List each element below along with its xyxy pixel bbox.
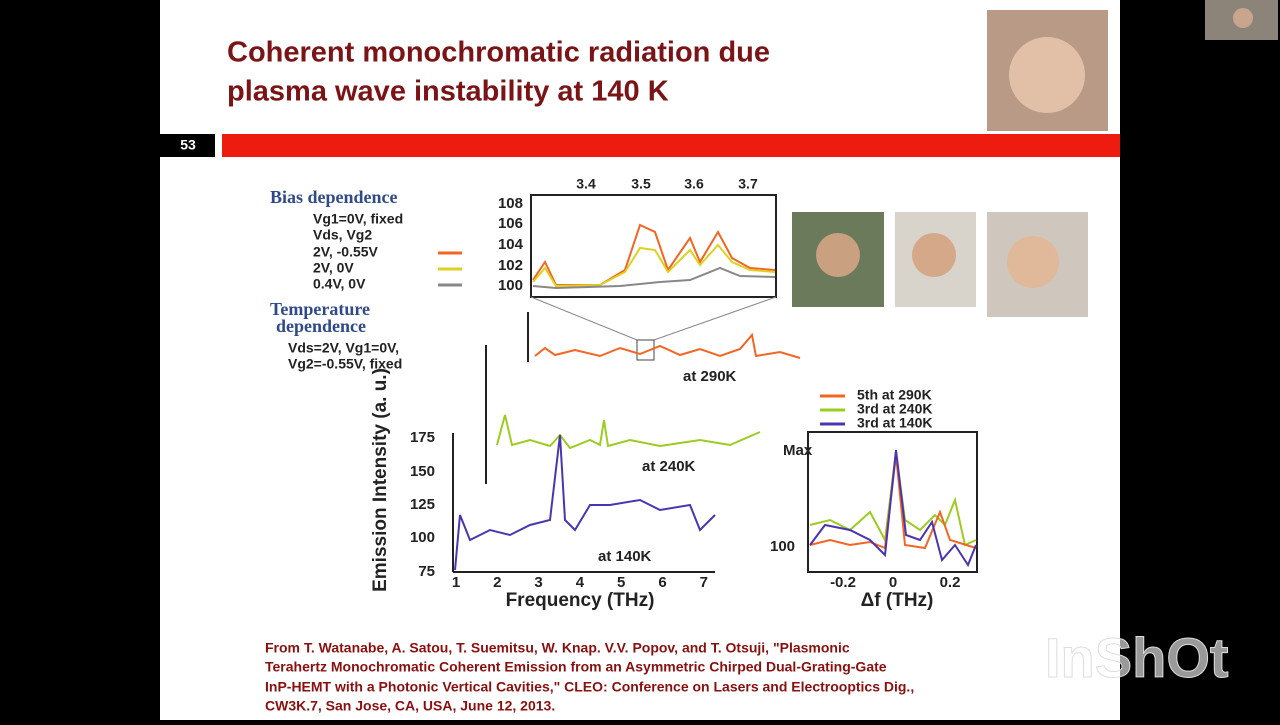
tick-label: 100 — [410, 529, 435, 546]
legend-label: 0.4V, 0V — [313, 276, 366, 292]
tick-label: 102 — [498, 257, 523, 274]
photo-face — [912, 233, 956, 277]
tick-label: 4 — [576, 574, 585, 591]
tick-label: 0 — [889, 574, 897, 591]
legend-label: 3rd at 140K — [857, 415, 932, 431]
label: Vds, Vg2 — [313, 227, 372, 243]
zoom-line — [653, 296, 777, 341]
citation: InP-HEMT with a Photonic Vertical Caviti… — [265, 679, 914, 695]
slide-number-box — [160, 134, 215, 157]
tick-label: 5 — [617, 574, 625, 591]
photo-face — [816, 233, 860, 277]
tick-label: 75 — [418, 563, 435, 580]
heading: Bias dependence — [270, 187, 398, 207]
heading: dependence — [276, 316, 366, 336]
panel-label: at 140K — [598, 548, 652, 565]
panel-label: at 240K — [642, 458, 696, 475]
tick-label: 0.2 — [940, 574, 961, 591]
plot-frame — [807, 431, 978, 573]
curve — [532, 266, 776, 290]
heading: Temperature — [270, 299, 370, 319]
watermark: InShOt — [1045, 626, 1229, 689]
tick-label: 3.5 — [631, 176, 651, 192]
title: plasma wave instability at 140 K — [227, 76, 669, 108]
tick-label: 6 — [658, 574, 666, 591]
inset-top-ticks: 3.4 3.5 3.6 3.7 — [576, 176, 758, 192]
tick-label: 3.6 — [684, 176, 704, 192]
axis-label: Frequency (THz) — [506, 590, 655, 611]
tick-label: Max — [783, 442, 813, 459]
legend-label: 2V, 0V — [313, 260, 354, 276]
axis-label: Δf (THz) — [861, 590, 934, 611]
tick-label: 100 — [498, 277, 523, 294]
webcam-face — [1233, 8, 1253, 28]
tick-label: 150 — [410, 463, 435, 480]
tick-label: 106 — [498, 215, 523, 232]
curve — [496, 414, 761, 450]
tick-label: 3 — [534, 574, 542, 591]
label: Vg2=-0.55V, fixed — [288, 356, 402, 372]
tick-label: 104 — [498, 236, 524, 253]
tick-label: 2 — [493, 574, 501, 591]
curve — [809, 449, 977, 568]
curve — [534, 332, 801, 359]
curve — [454, 434, 716, 571]
citation: Terahertz Monochromatic Coherent Emissio… — [265, 659, 887, 675]
legend-label: 5th at 290K — [857, 387, 932, 403]
title: Coherent monochromatic radiation due — [227, 37, 770, 69]
panel-label: at 290K — [683, 368, 737, 385]
tick-label: 175 — [410, 429, 435, 446]
label: Vds=2V, Vg1=0V, — [288, 340, 399, 356]
citation: CW3K.7, San Jose, CA, USA, June 12, 2013… — [265, 698, 555, 714]
tick-label: 3.4 — [576, 176, 596, 192]
photo-face — [1009, 37, 1085, 113]
zoom-box — [636, 339, 655, 361]
tick-label: 1 — [452, 574, 460, 591]
tick-label: 108 — [498, 195, 523, 212]
zoom-line — [530, 296, 638, 341]
photo-face — [1007, 236, 1059, 288]
tick-label: 125 — [410, 496, 435, 513]
x-ticks: 1 2 3 4 5 6 7 — [452, 574, 708, 591]
tick-label: 100 — [770, 538, 795, 555]
axis-label: Emission Intensity (a. u.) — [370, 368, 391, 592]
red-bar — [222, 134, 1120, 157]
legend-label: 2V, -0.55V — [313, 244, 379, 260]
citation: From T. Watanabe, A. Satou, T. Suemitsu,… — [265, 640, 850, 656]
tick-label: -0.2 — [830, 574, 856, 591]
label: Vg1=0V, fixed — [313, 211, 403, 227]
tick-label: 3.7 — [738, 176, 758, 192]
slide-number: 53 — [180, 137, 196, 153]
inset-frame — [530, 194, 777, 298]
legend-label: 3rd at 240K — [857, 401, 932, 417]
curve — [532, 243, 776, 288]
tick-label: 7 — [700, 574, 708, 591]
